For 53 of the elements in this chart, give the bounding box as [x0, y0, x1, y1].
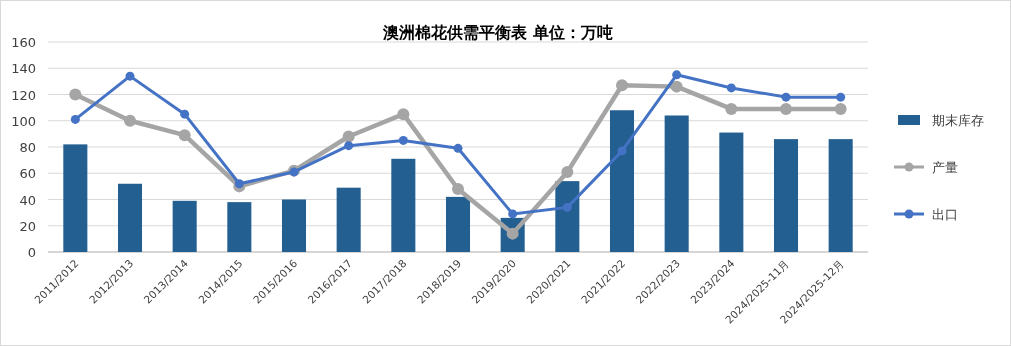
point — [344, 141, 354, 151]
bar — [719, 132, 744, 252]
point — [397, 108, 410, 121]
point — [508, 209, 518, 219]
legend-label: 出口 — [932, 207, 958, 222]
bar — [773, 139, 799, 252]
legend-label: 期末库存 — [932, 113, 984, 128]
point — [780, 102, 792, 115]
bar — [445, 196, 471, 252]
bar — [609, 110, 635, 252]
y-tick-label: 160 — [11, 35, 36, 50]
point — [670, 80, 683, 93]
y-tick-label: 80 — [19, 140, 36, 155]
point — [398, 135, 408, 145]
point — [234, 179, 244, 189]
point — [69, 88, 82, 101]
chart-title: 澳洲棉花供需平衡表 单位：万吨 — [382, 23, 613, 42]
point — [452, 183, 464, 195]
y-tick-label: 40 — [19, 192, 36, 208]
point — [70, 114, 80, 124]
bar — [172, 200, 197, 252]
bar — [227, 202, 252, 252]
bar — [391, 158, 416, 252]
point — [781, 92, 791, 102]
point — [561, 165, 574, 178]
bar — [117, 183, 143, 252]
point — [124, 114, 136, 127]
y-tick-label: 20 — [19, 218, 36, 234]
point — [617, 146, 627, 156]
point — [725, 102, 738, 115]
point — [180, 109, 190, 119]
y-tick-label: 0 — [27, 245, 36, 260]
point — [178, 129, 191, 142]
point — [562, 202, 572, 212]
y-tick-label: 140 — [11, 61, 36, 77]
point — [125, 71, 135, 81]
bar — [664, 115, 689, 252]
y-tick-label: 60 — [19, 166, 36, 182]
point — [836, 92, 846, 102]
point — [726, 83, 736, 93]
bar — [555, 181, 580, 252]
legend-label: 产量 — [932, 160, 958, 175]
point — [453, 143, 463, 153]
point — [342, 130, 355, 143]
point — [616, 79, 628, 92]
bar — [828, 139, 853, 252]
point — [834, 102, 847, 115]
y-tick-label: 120 — [11, 87, 36, 103]
y-tick-label: 100 — [11, 113, 36, 129]
bar — [281, 199, 307, 252]
bar — [63, 144, 88, 252]
point — [672, 70, 682, 80]
bar — [336, 187, 361, 252]
